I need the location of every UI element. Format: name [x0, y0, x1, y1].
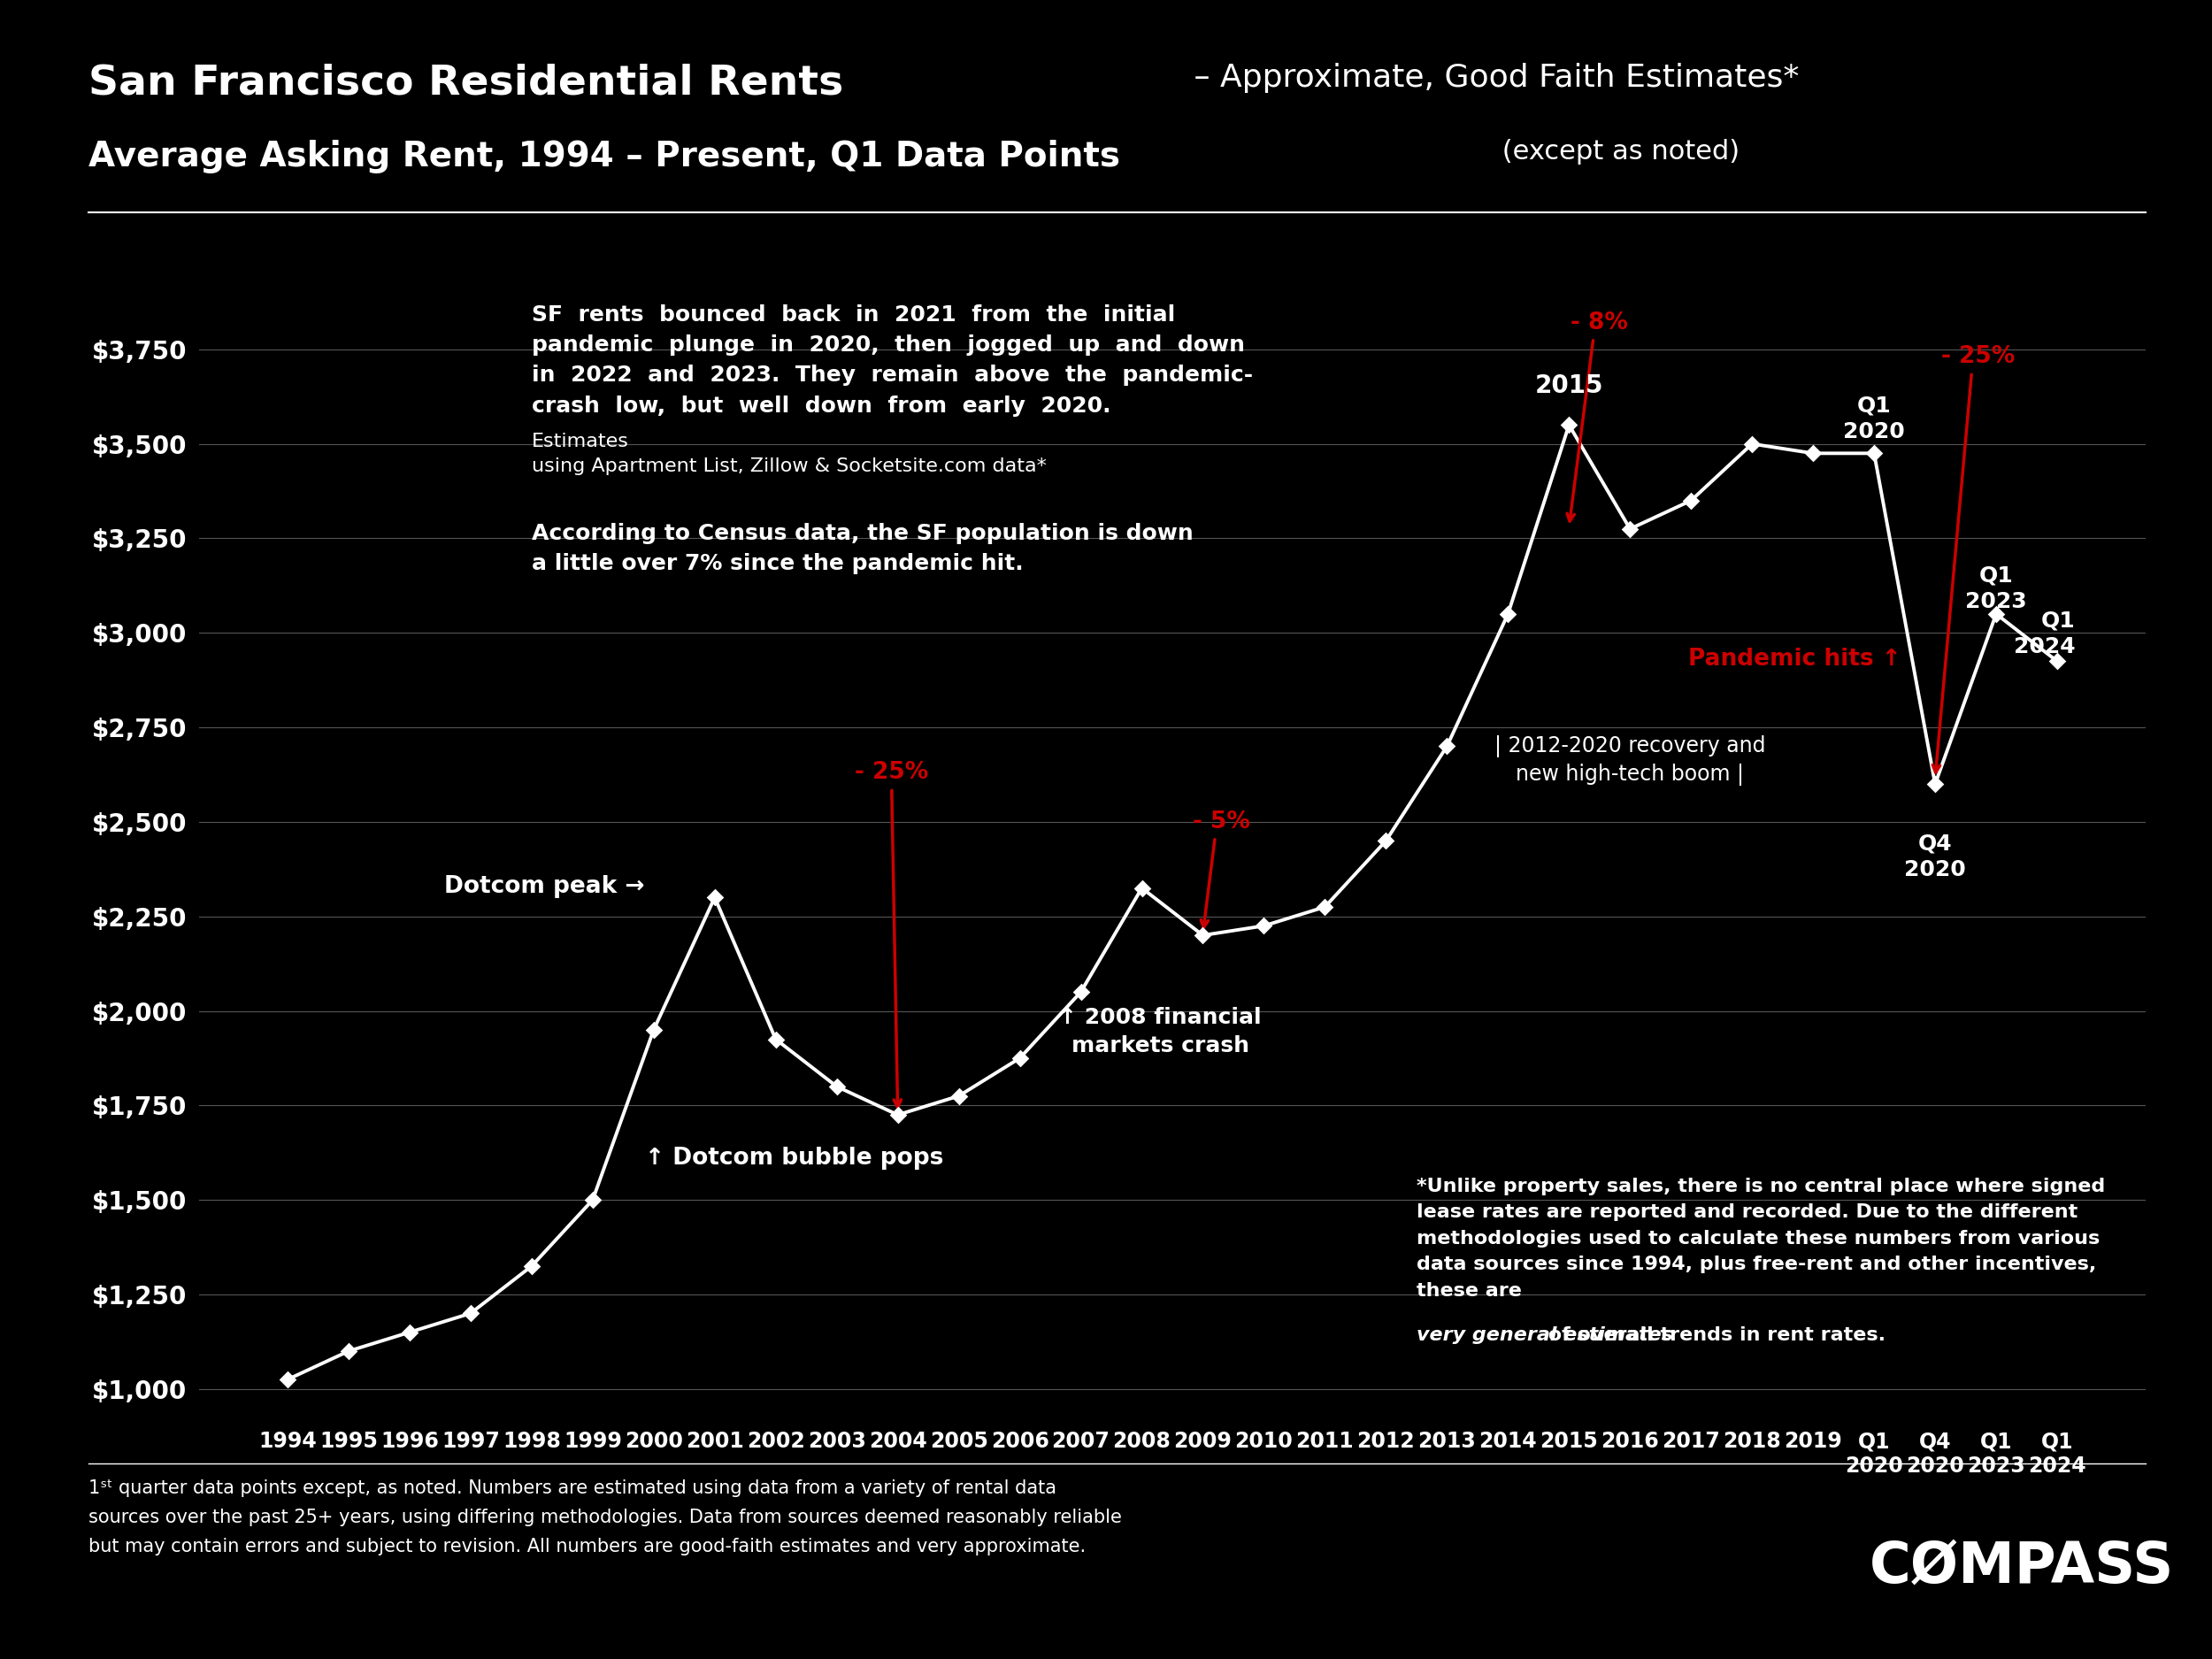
Point	[818, 1073, 854, 1100]
Text: (except as noted): (except as noted)	[1493, 139, 1739, 164]
Point	[880, 1102, 916, 1128]
Point	[1551, 411, 1586, 438]
Text: - 5%: - 5%	[1192, 810, 1250, 833]
Text: San Francisco Residential Rents: San Francisco Residential Rents	[88, 63, 843, 103]
Point	[2039, 649, 2075, 675]
Point	[1491, 601, 1526, 627]
Text: SF  rents  bounced  back  in  2021  from  the  initial
pandemic  plunge  in  202: SF rents bounced back in 2021 from the i…	[531, 304, 1252, 416]
Point	[1429, 733, 1464, 760]
Point	[392, 1319, 427, 1345]
Point	[759, 1025, 794, 1052]
Text: - 8%: - 8%	[1571, 312, 1628, 333]
Text: - 25%: - 25%	[854, 761, 929, 785]
Point	[513, 1253, 549, 1279]
Point	[332, 1337, 367, 1364]
Text: 1ˢᵗ quarter data points except, as noted. Numbers are estimated using data from : 1ˢᵗ quarter data points except, as noted…	[88, 1480, 1121, 1556]
Point	[1978, 601, 2013, 627]
Text: Estimates
using Apartment List, Zillow & Socketsite.com data*: Estimates using Apartment List, Zillow &…	[531, 433, 1046, 474]
Text: Q1
2023: Q1 2023	[1964, 564, 2026, 612]
Point	[637, 1017, 672, 1044]
Text: Dotcom peak →: Dotcom peak →	[445, 874, 644, 898]
Text: - 25%: - 25%	[1940, 345, 2015, 368]
Point	[1002, 1045, 1037, 1072]
Point	[575, 1186, 611, 1213]
Text: Pandemic hits ↑: Pandemic hits ↑	[1688, 647, 1902, 670]
Text: ↑ 2008 financial
markets crash: ↑ 2008 financial markets crash	[1060, 1007, 1261, 1057]
Point	[1124, 874, 1159, 901]
Point	[1672, 488, 1708, 514]
Text: Q1
2024: Q1 2024	[2013, 611, 2075, 657]
Point	[697, 884, 732, 911]
Text: Q4
2020: Q4 2020	[1905, 833, 1966, 881]
Text: According to Census data, the SF population is down
a little over 7% since the p: According to Census data, the SF populat…	[531, 523, 1192, 574]
Point	[1918, 771, 1953, 798]
Text: ↑ Dotcom bubble pops: ↑ Dotcom bubble pops	[644, 1146, 942, 1170]
Point	[1245, 912, 1281, 939]
Point	[1307, 894, 1343, 921]
Point	[1186, 922, 1221, 949]
Point	[453, 1301, 489, 1327]
Text: Q1
2020: Q1 2020	[1843, 395, 1905, 443]
Point	[1369, 828, 1405, 854]
Text: Average Asking Rent, 1994 – Present, Q1 Data Points: Average Asking Rent, 1994 – Present, Q1 …	[88, 139, 1119, 173]
Point	[1734, 431, 1770, 458]
Point	[1856, 440, 1891, 466]
Text: – Approximate, Good Faith Estimates*: – Approximate, Good Faith Estimates*	[1183, 63, 1798, 93]
Text: CØMPASS: CØMPASS	[1869, 1540, 2174, 1594]
Point	[1613, 516, 1648, 542]
Text: very general estimates: very general estimates	[1416, 1327, 1672, 1344]
Text: of overall trends in rent rates.: of overall trends in rent rates.	[1542, 1327, 1885, 1344]
Point	[1796, 440, 1832, 466]
Point	[940, 1083, 975, 1110]
Text: | 2012-2020 recovery and
new high-tech boom |: | 2012-2020 recovery and new high-tech b…	[1495, 735, 1765, 786]
Point	[270, 1367, 305, 1394]
Text: 2015: 2015	[1535, 373, 1604, 398]
Point	[1064, 979, 1099, 1005]
Text: *Unlike property sales, there is no central place where signed
lease rates are r: *Unlike property sales, there is no cent…	[1416, 1178, 2106, 1299]
